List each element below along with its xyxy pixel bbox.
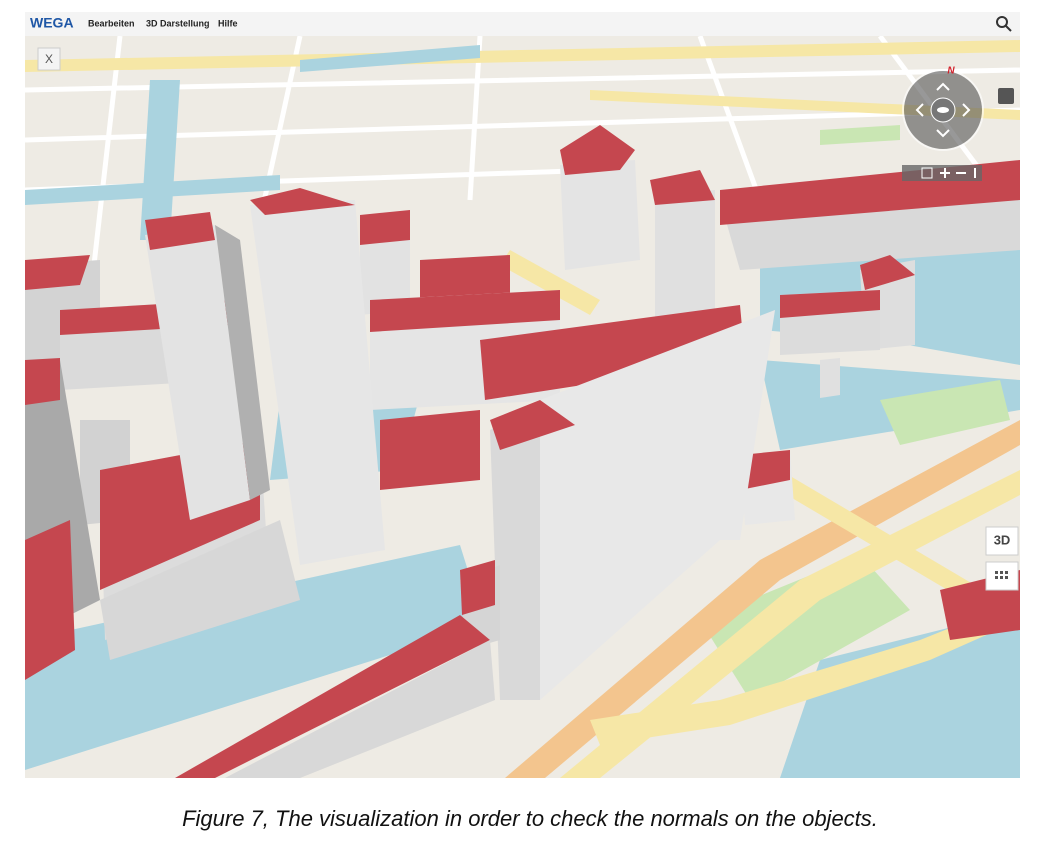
menu-item[interactable]: Bearbeiten	[88, 18, 135, 28]
map-shape	[940, 168, 976, 178]
menu-bar	[25, 12, 1020, 36]
map-shape	[480, 305, 745, 400]
map-shape	[1000, 571, 1003, 574]
map-shape	[780, 290, 880, 318]
park	[820, 125, 900, 145]
close-button[interactable]	[37, 47, 61, 71]
zoom-icon[interactable]	[996, 16, 1012, 32]
park	[880, 380, 1010, 445]
map-shape	[937, 107, 949, 113]
map-shape	[740, 450, 790, 490]
menu-item[interactable]: Hilfe	[218, 18, 238, 28]
layer-toggle[interactable]	[998, 88, 1014, 104]
highway	[505, 420, 1020, 778]
map-shape	[1005, 571, 1008, 574]
close-label[interactable]: X	[45, 52, 53, 66]
map-view	[25, 36, 1020, 778]
map-shape	[540, 310, 775, 700]
map-shape	[490, 400, 575, 450]
streets	[25, 36, 1020, 301]
app-logo: WEGA	[30, 15, 74, 31]
road	[500, 250, 600, 315]
view-3d-button[interactable]	[985, 526, 1019, 556]
map-shape	[360, 210, 410, 245]
map-shape	[215, 225, 270, 500]
navigation-compass[interactable]	[902, 69, 984, 151]
map-shape	[460, 560, 495, 615]
map-shape	[820, 358, 840, 398]
map-shape	[1005, 576, 1008, 579]
river	[25, 545, 485, 770]
map-shape	[145, 212, 215, 250]
view-3d-label[interactable]: 3D	[994, 532, 1011, 547]
map-shape	[490, 405, 540, 700]
grid-button[interactable]	[985, 561, 1019, 591]
road	[770, 470, 1000, 615]
map-shape	[921, 167, 933, 179]
figure-caption: Figure 7, The visualization in order to …	[182, 806, 878, 831]
road	[590, 600, 1020, 745]
map-shape	[860, 255, 915, 290]
map-shape	[1005, 25, 1012, 32]
map-shape	[380, 410, 480, 490]
main-road	[25, 40, 1020, 72]
map-shape	[655, 190, 715, 325]
map-shape	[995, 576, 998, 579]
map-shape	[25, 36, 1020, 301]
canal	[25, 175, 280, 205]
map-shape	[250, 200, 385, 565]
map-shape	[915, 82, 971, 138]
map-shape	[370, 290, 560, 332]
grid-icon	[995, 571, 1008, 579]
map-shape	[145, 225, 250, 520]
map-shape	[225, 640, 495, 778]
canal	[140, 80, 180, 240]
canal	[300, 45, 480, 72]
map-shape	[1000, 576, 1003, 579]
tool-strip[interactable]	[902, 165, 982, 181]
map-shape	[995, 571, 998, 574]
lake	[780, 610, 1020, 778]
menu-item[interactable]: 3D Darstellung	[146, 18, 210, 28]
park	[700, 555, 910, 700]
map-shape	[25, 255, 90, 290]
map-shape	[250, 188, 355, 215]
map-shape	[420, 255, 510, 305]
map-shape	[25, 520, 75, 680]
compass-north: N	[947, 66, 955, 77]
map-shape	[560, 160, 640, 270]
map-shape	[560, 125, 635, 175]
towers	[25, 125, 775, 778]
map-shape	[100, 520, 300, 660]
map-shape	[650, 170, 715, 205]
map-shape	[25, 358, 60, 405]
map-shape	[175, 615, 490, 778]
map-shape	[996, 16, 1008, 28]
